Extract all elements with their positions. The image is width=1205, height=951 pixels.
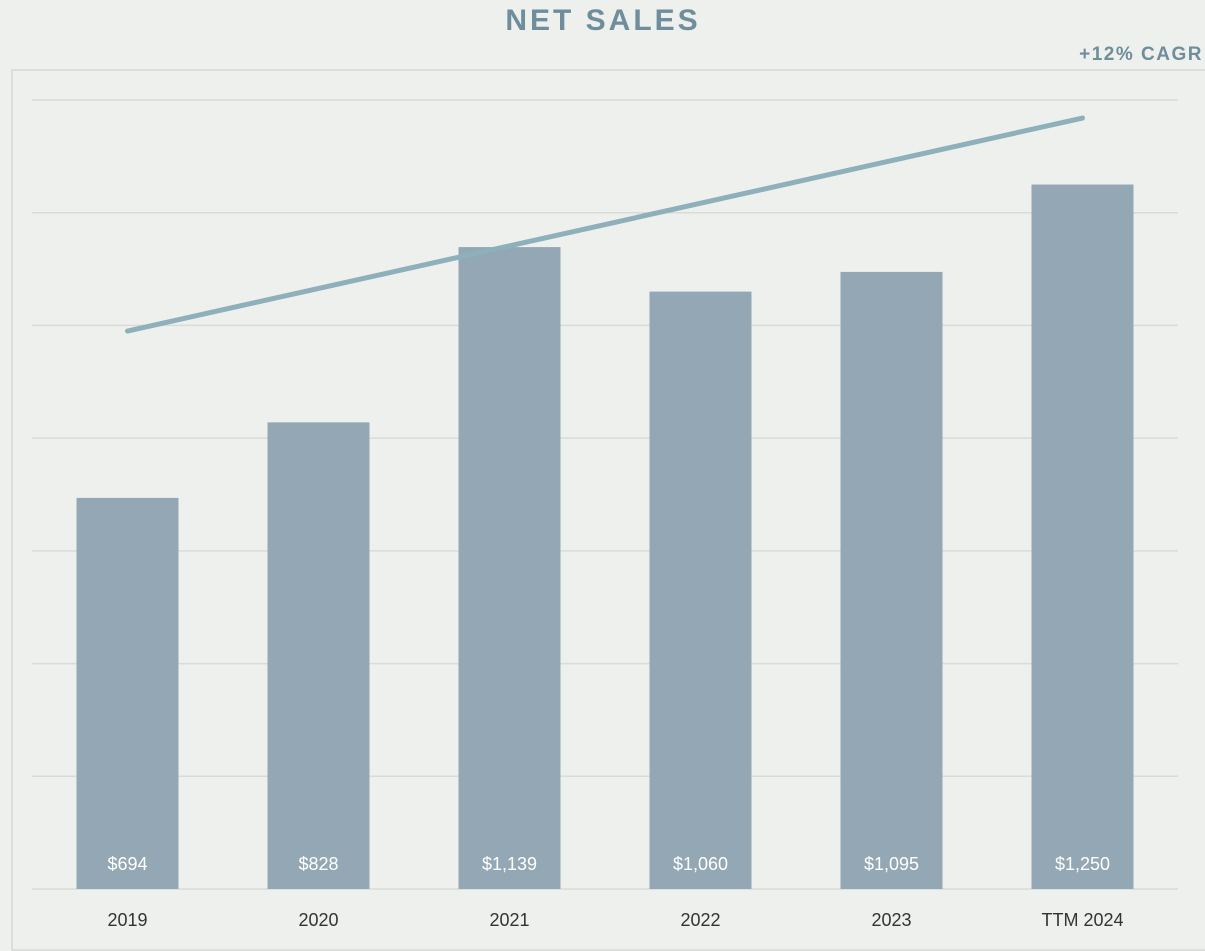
bar [267, 422, 370, 889]
bar [840, 271, 943, 889]
x-tick-label: TTM 2024 [1041, 910, 1123, 930]
bar [649, 291, 752, 890]
bar [1031, 184, 1134, 890]
chart-frame [11, 69, 1205, 951]
x-tick-label: 2020 [298, 910, 338, 930]
x-tick-label: 2022 [680, 910, 720, 930]
chart-title: NET SALES [505, 4, 700, 37]
x-tick-label: 2021 [489, 910, 529, 930]
value-label: $1,060 [673, 854, 728, 874]
value-label: $1,250 [1055, 854, 1110, 874]
bar [458, 247, 561, 889]
value-label: $828 [298, 854, 338, 874]
value-label: $1,139 [482, 854, 537, 874]
value-label: $1,095 [864, 854, 919, 874]
trend-line [125, 115, 1085, 334]
bar [76, 497, 179, 889]
x-tick-label: 2019 [107, 910, 147, 930]
cagr-annotation: +12% CAGR [1079, 44, 1203, 65]
value-label: $694 [107, 854, 147, 874]
x-tick-label: 2023 [871, 910, 911, 930]
